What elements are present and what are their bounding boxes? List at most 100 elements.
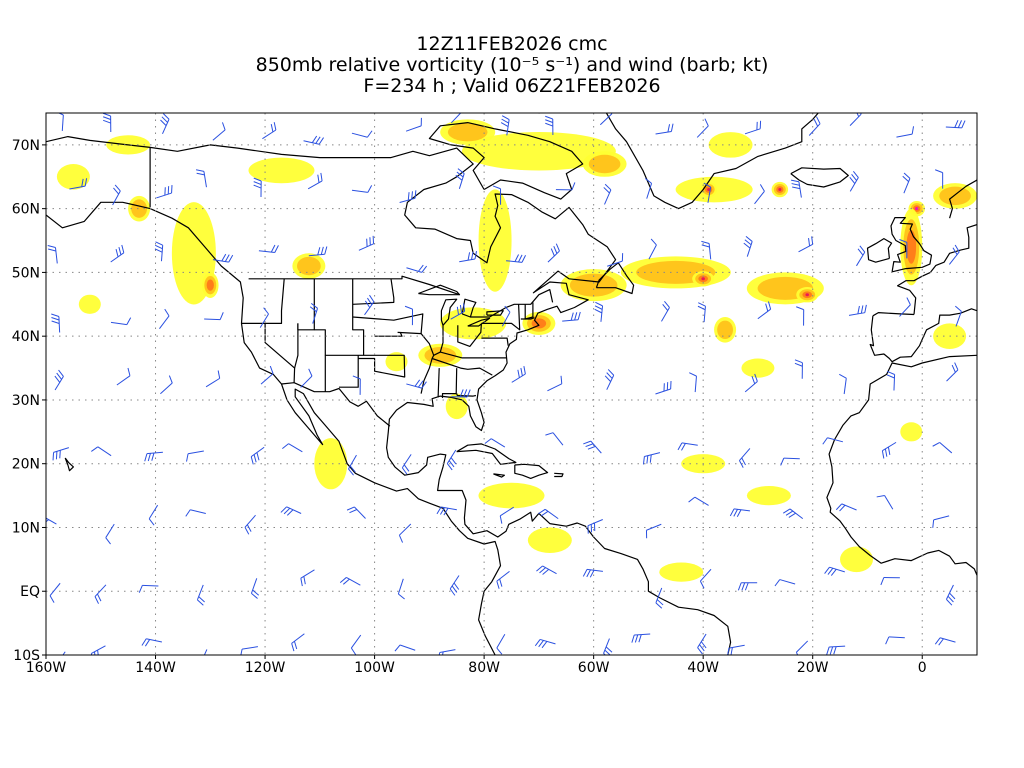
wind-barb <box>406 264 428 273</box>
wind-barb <box>849 170 859 192</box>
wind-barb <box>835 503 857 512</box>
coastline-segment <box>826 354 977 576</box>
lon-tick-label: 40W <box>687 660 719 676</box>
wind-barb <box>394 644 416 652</box>
wind-barb <box>604 369 615 390</box>
wind-barb <box>282 443 303 453</box>
wind-barb <box>607 253 624 267</box>
wind-barb <box>307 172 323 190</box>
wind-barb <box>839 373 847 395</box>
wind-barb <box>148 504 159 526</box>
wind-barb <box>644 178 653 199</box>
wind-barb <box>848 304 867 316</box>
wind-barb <box>186 450 204 462</box>
wind-barb <box>185 509 206 517</box>
wind-barb <box>262 122 277 140</box>
coastline-segment <box>428 122 584 200</box>
coastline-segment <box>46 201 502 655</box>
vorticity-patch <box>939 186 971 206</box>
lat-tick-label: 60N <box>12 202 40 218</box>
vorticity-patch <box>805 293 809 297</box>
wind-barb <box>856 245 866 267</box>
wind-barb <box>545 115 554 136</box>
wind-barb <box>404 305 414 326</box>
vorticity-patch <box>900 422 923 442</box>
wind-barb <box>790 179 802 198</box>
coastline-segment <box>493 473 505 478</box>
wind-barb <box>46 517 57 525</box>
wind-barb <box>655 123 674 135</box>
coastline-segment <box>869 308 977 363</box>
lat-tick-label: 40N <box>12 329 40 345</box>
wind-barb <box>54 369 64 391</box>
wind-barb <box>954 305 962 327</box>
coastline-segment <box>481 337 509 346</box>
title-forecast-hour: F=234 h ; Valid 06Z21FEB2026 <box>363 75 661 97</box>
wind-barb <box>450 303 466 320</box>
lat-tick-label: 30N <box>12 393 40 409</box>
coastline-segment <box>897 224 977 315</box>
vorticity-patch <box>527 527 572 554</box>
coastline-segment <box>248 275 460 296</box>
coastline-segment <box>456 393 477 397</box>
wind-barb <box>52 447 69 461</box>
wind-barb <box>603 638 613 655</box>
coastline-segment <box>418 284 461 296</box>
map-titles: 12Z11FEB2026 cmc 850mb relative vorticit… <box>0 34 1024 97</box>
wind-barb <box>49 582 61 603</box>
wind-barb <box>876 495 894 510</box>
wind-barb <box>91 446 112 457</box>
wind-barb <box>339 577 361 586</box>
wind-barb <box>946 362 959 382</box>
coastline-segment <box>264 323 296 383</box>
wind-barb <box>696 118 709 138</box>
coastline-segment <box>294 323 299 369</box>
wind-barb <box>824 566 845 576</box>
wind-barb <box>47 245 58 264</box>
wind-barb <box>808 116 821 136</box>
wind-barb <box>212 122 226 141</box>
wind-barb <box>351 185 373 193</box>
wind-barb <box>899 297 911 317</box>
lon-tick-label: 60W <box>578 660 610 676</box>
coastline-segment <box>514 463 549 479</box>
wind-barb <box>932 442 953 454</box>
wind-barb <box>160 375 173 395</box>
title-field-description: 850mb relative vorticity (10⁻⁵ s⁻¹) and … <box>255 54 769 76</box>
lat-tick-label: EQ <box>20 584 40 600</box>
coastline-segment <box>481 304 521 331</box>
vorticity-patch <box>78 294 101 314</box>
wind-barb <box>744 373 758 393</box>
vorticity-patch <box>741 358 775 378</box>
lon-tick-label: 140W <box>135 660 176 676</box>
wind-barb <box>94 584 107 604</box>
lat-tick-label: 10S <box>13 648 40 664</box>
wind-barb <box>699 568 712 589</box>
wind-barb <box>547 375 563 392</box>
wind-barb <box>697 302 706 323</box>
wind-barb <box>492 185 502 205</box>
coastline-segment <box>595 262 635 295</box>
wind-barbs <box>46 113 966 655</box>
wind-barb <box>945 119 966 129</box>
wind-barb <box>364 294 375 316</box>
wind-barb <box>701 240 712 260</box>
coastline-segment <box>866 238 893 263</box>
coastline-segment <box>537 113 819 210</box>
wind-barb <box>204 312 224 321</box>
wind-barb <box>655 587 664 609</box>
vorticity-patch <box>314 438 348 490</box>
wind-barb <box>780 457 800 466</box>
coastline-segment <box>64 457 74 472</box>
wind-barb <box>308 246 328 257</box>
wind-barb <box>446 449 457 471</box>
lon-tick-label: 80W <box>468 660 500 676</box>
wind-barb <box>260 365 274 385</box>
coastline-segment <box>440 351 507 359</box>
wind-barb <box>459 251 477 263</box>
wind-barb <box>587 519 603 534</box>
wind-barb <box>397 578 405 600</box>
wind-barb <box>500 115 510 136</box>
lon-tick-label: 120W <box>245 660 286 676</box>
wind-barb <box>51 313 61 333</box>
